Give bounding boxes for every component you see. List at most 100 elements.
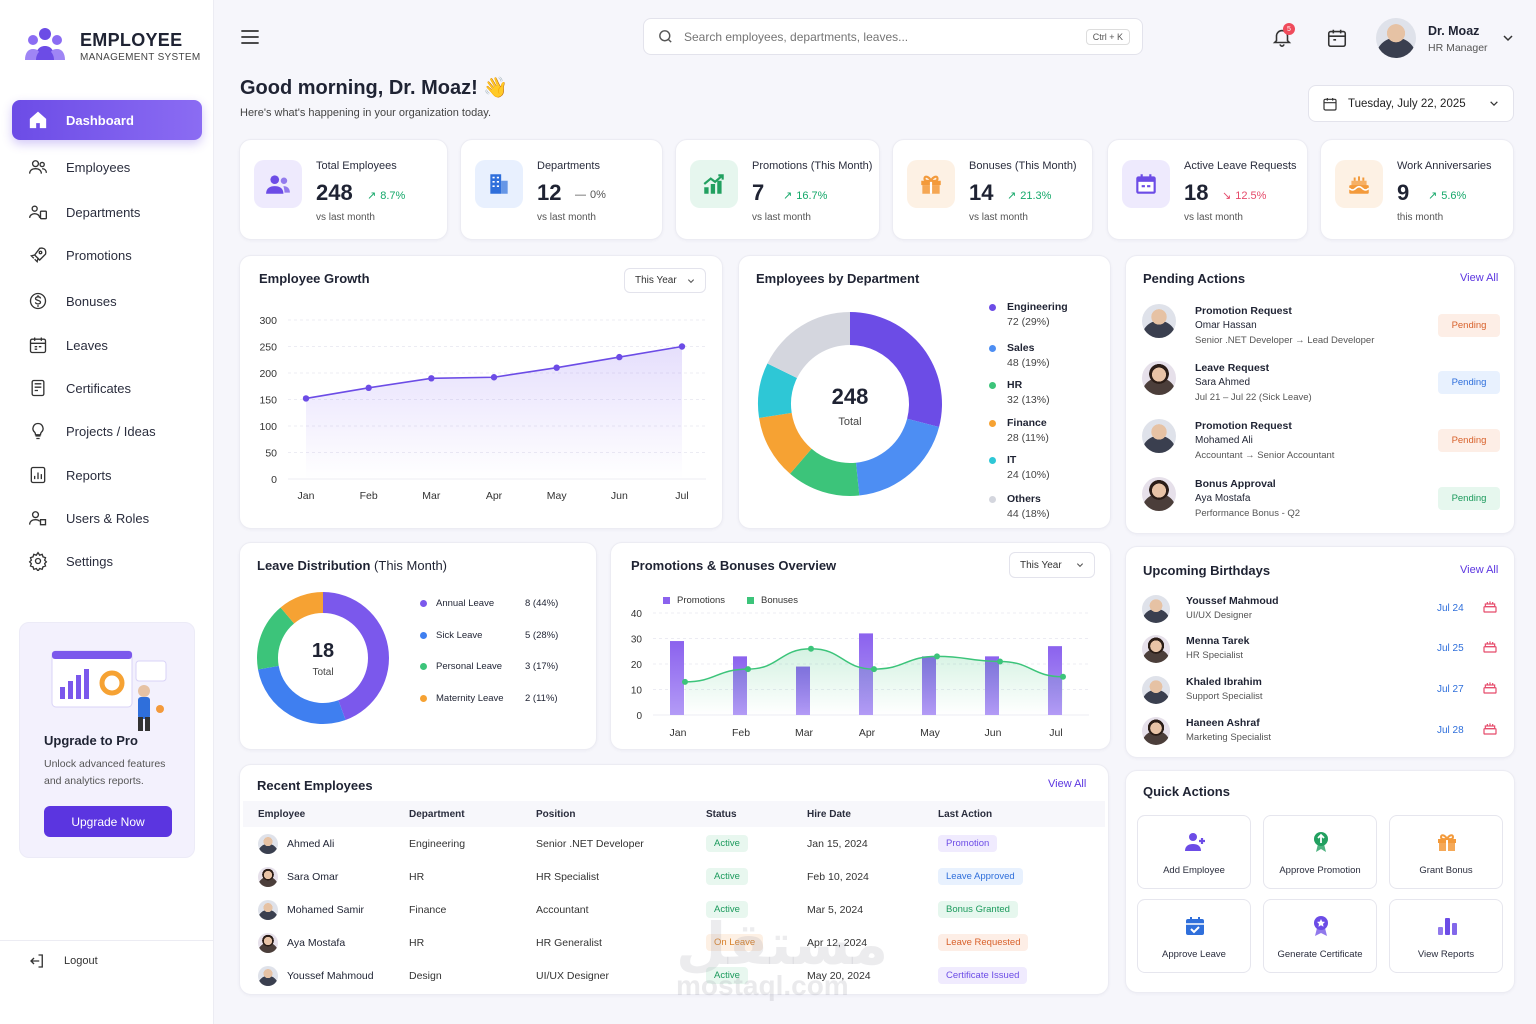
add-user-icon [1183,830,1207,854]
quick-action-approve-leave[interactable]: Approve Leave [1137,899,1251,973]
menu-toggle-icon[interactable] [241,29,259,45]
sidebar-item-certificates[interactable]: Certificates [12,368,202,408]
cake-icon [1482,720,1498,739]
legend-label: Finance [1007,417,1047,429]
notifications-button[interactable]: 5 [1271,23,1295,51]
quick-action-add-employee[interactable]: Add Employee [1137,815,1251,889]
user-role: HR Manager [1428,42,1488,54]
trend-up-icon: ↗ [1007,190,1017,202]
promotions-bonuses-title: Promotions & Bonuses Overview [631,558,837,573]
pending-name: Omar Hassan [1195,320,1257,331]
sidebar-item-departments[interactable]: Departments [12,192,202,232]
quick-action-view-reports[interactable]: View Reports [1389,899,1503,973]
sidebar-item-reports[interactable]: Reports [12,455,202,495]
y-tick-label: 40 [631,609,643,620]
date-picker[interactable]: Tuesday, July 22, 2025 [1308,85,1514,122]
stat-card: Departments 12 — 0% vs last month [460,139,663,240]
sidebar-item-settings[interactable]: Settings [12,541,202,581]
recent-view-all-link[interactable]: View All [1048,778,1087,790]
y-tick-label: 300 [259,315,277,327]
pending-view-all-link[interactable]: View All [1460,272,1499,284]
birthday-role: Marketing Specialist [1186,732,1272,743]
x-tick-label: Apr [486,490,503,502]
stat-title: Bonuses (This Month) [969,160,1077,172]
user-avatar[interactable] [1376,18,1416,58]
x-tick-label: Jan [670,727,687,739]
avatar [1142,676,1170,704]
hire-date-cell: Jan 15, 2024 [807,837,868,850]
greeting-subtitle: Here's what's happening in your organiza… [240,107,492,119]
status-cell: Active [706,860,807,893]
column-header: Last Action [938,808,993,820]
birthdays-view-all-link[interactable]: View All [1460,564,1499,576]
department-total-value: 248 [831,384,869,409]
birthday-role: Support Specialist [1186,691,1263,702]
pending-name: Mohamed Ali [1195,435,1253,446]
pending-item[interactable]: Leave Request Sara Ahmed Jul 21 – Jul 22 (… [1142,359,1502,409]
department-cell: HR [409,870,425,883]
sidebar-item-projects-ideas[interactable]: Projects / Ideas [12,411,202,451]
x-tick-label: Jun [985,727,1002,739]
stat-subtext: vs last month [969,212,1028,223]
upgrade-button[interactable]: Upgrade Now [44,806,172,837]
birthday-date: Jul 25 [1437,643,1464,654]
quick-action-grant-bonus[interactable]: Grant Bonus [1389,815,1503,889]
upgrade-title: Upgrade to Pro [44,733,138,748]
promotions-bonuses-card: Promotions & Bonuses Overview This Year … [610,542,1111,750]
growth-period-value: This Year [635,275,677,286]
quick-action-label: Add Employee [1163,865,1225,876]
pending-item[interactable]: Bonus Approval Aya Mostafa Performance Bon… [1142,475,1502,525]
sidebar: EMPLOYEE MANAGEMENT SYSTEM Dashboard Empl… [0,0,214,1024]
search-input[interactable] [684,29,1086,44]
table-row[interactable]: Ahmed Ali Engineering Senior .NET Develope… [243,827,1105,860]
quick-action-approve-promotion[interactable]: Approve Promotion [1263,815,1377,889]
pending-item[interactable]: Promotion Request Omar Hassan Senior .NET … [1142,302,1502,352]
calendar-icon[interactable] [1326,27,1348,49]
legend-item: IT 24 (10%) [989,454,1050,481]
legend-value: 44 (18%) [1007,508,1050,520]
growth-period-select[interactable]: This Year [624,268,706,293]
employee-name: Mohamed Samir [287,903,365,916]
status-badge: Active [706,967,748,984]
table-row[interactable]: Aya Mostafa HR HR Generalist On Leave Apr 12… [243,926,1105,959]
legend-item: Engineering 72 (29%) [989,301,1068,328]
sidebar-item-bonuses[interactable]: Bonuses [12,281,202,321]
birthdays-card: Upcoming Birthdays View All Youssef Mahm… [1125,546,1515,758]
stat-change-value: 0% [590,189,606,201]
sidebar-item-users-roles[interactable]: Users & Roles [12,498,202,538]
promos-period-select[interactable]: This Year [1009,552,1095,578]
sidebar-item-dashboard[interactable]: Dashboard [12,100,202,140]
quick-action-generate-certificate[interactable]: Generate Certificate [1263,899,1377,973]
last-action-cell: Leave Approved [938,860,1105,893]
sidebar-item-leaves[interactable]: Leaves [12,325,202,365]
sidebar-item-label: Employees [66,159,131,175]
report-icon [28,465,48,485]
table-row[interactable]: Sara Omar HR HR Specialist Active Feb 10, 20… [243,860,1105,893]
legend-swatch [420,663,427,670]
status-badge: Active [706,868,748,885]
logout-button[interactable]: Logout [28,952,98,970]
building-icon [490,174,508,194]
department-slice [758,363,798,418]
legend-label: Sick Leave [436,630,483,641]
employee-cell: Aya Mostafa [243,926,409,959]
pending-detail: Senior .NET Developer → Lead Developer [1195,335,1375,346]
table-row[interactable]: Mohamed Samir Finance Accountant Active Mar … [243,893,1105,926]
department-icon [28,202,48,222]
department-slice [855,418,940,496]
legend-swatch [989,496,996,503]
table-row[interactable]: Youssef Mahmoud Design UI/UX Designer Activ… [243,959,1105,992]
upgrade-card: Upgrade to Pro Unlock advanced features … [19,622,195,858]
bonus-point [745,666,751,673]
sidebar-item-employees[interactable]: Employees [12,147,202,187]
sidebar-item-promotions[interactable]: Promotions [12,235,202,275]
stat-card: Active Leave Requests 18 ↘ 12.5% vs last mon… [1107,139,1308,240]
chevron-down-icon[interactable] [1502,34,1514,42]
x-tick-label: May [920,727,941,739]
trend-up-icon: ↗ [783,190,793,202]
bulb-icon [28,421,48,441]
pending-item[interactable]: Promotion Request Mohamed Ali Accountant →… [1142,417,1502,467]
notification-count-badge: 5 [1283,23,1295,35]
position-cell: HR Generalist [536,936,602,949]
data-point [302,395,310,402]
